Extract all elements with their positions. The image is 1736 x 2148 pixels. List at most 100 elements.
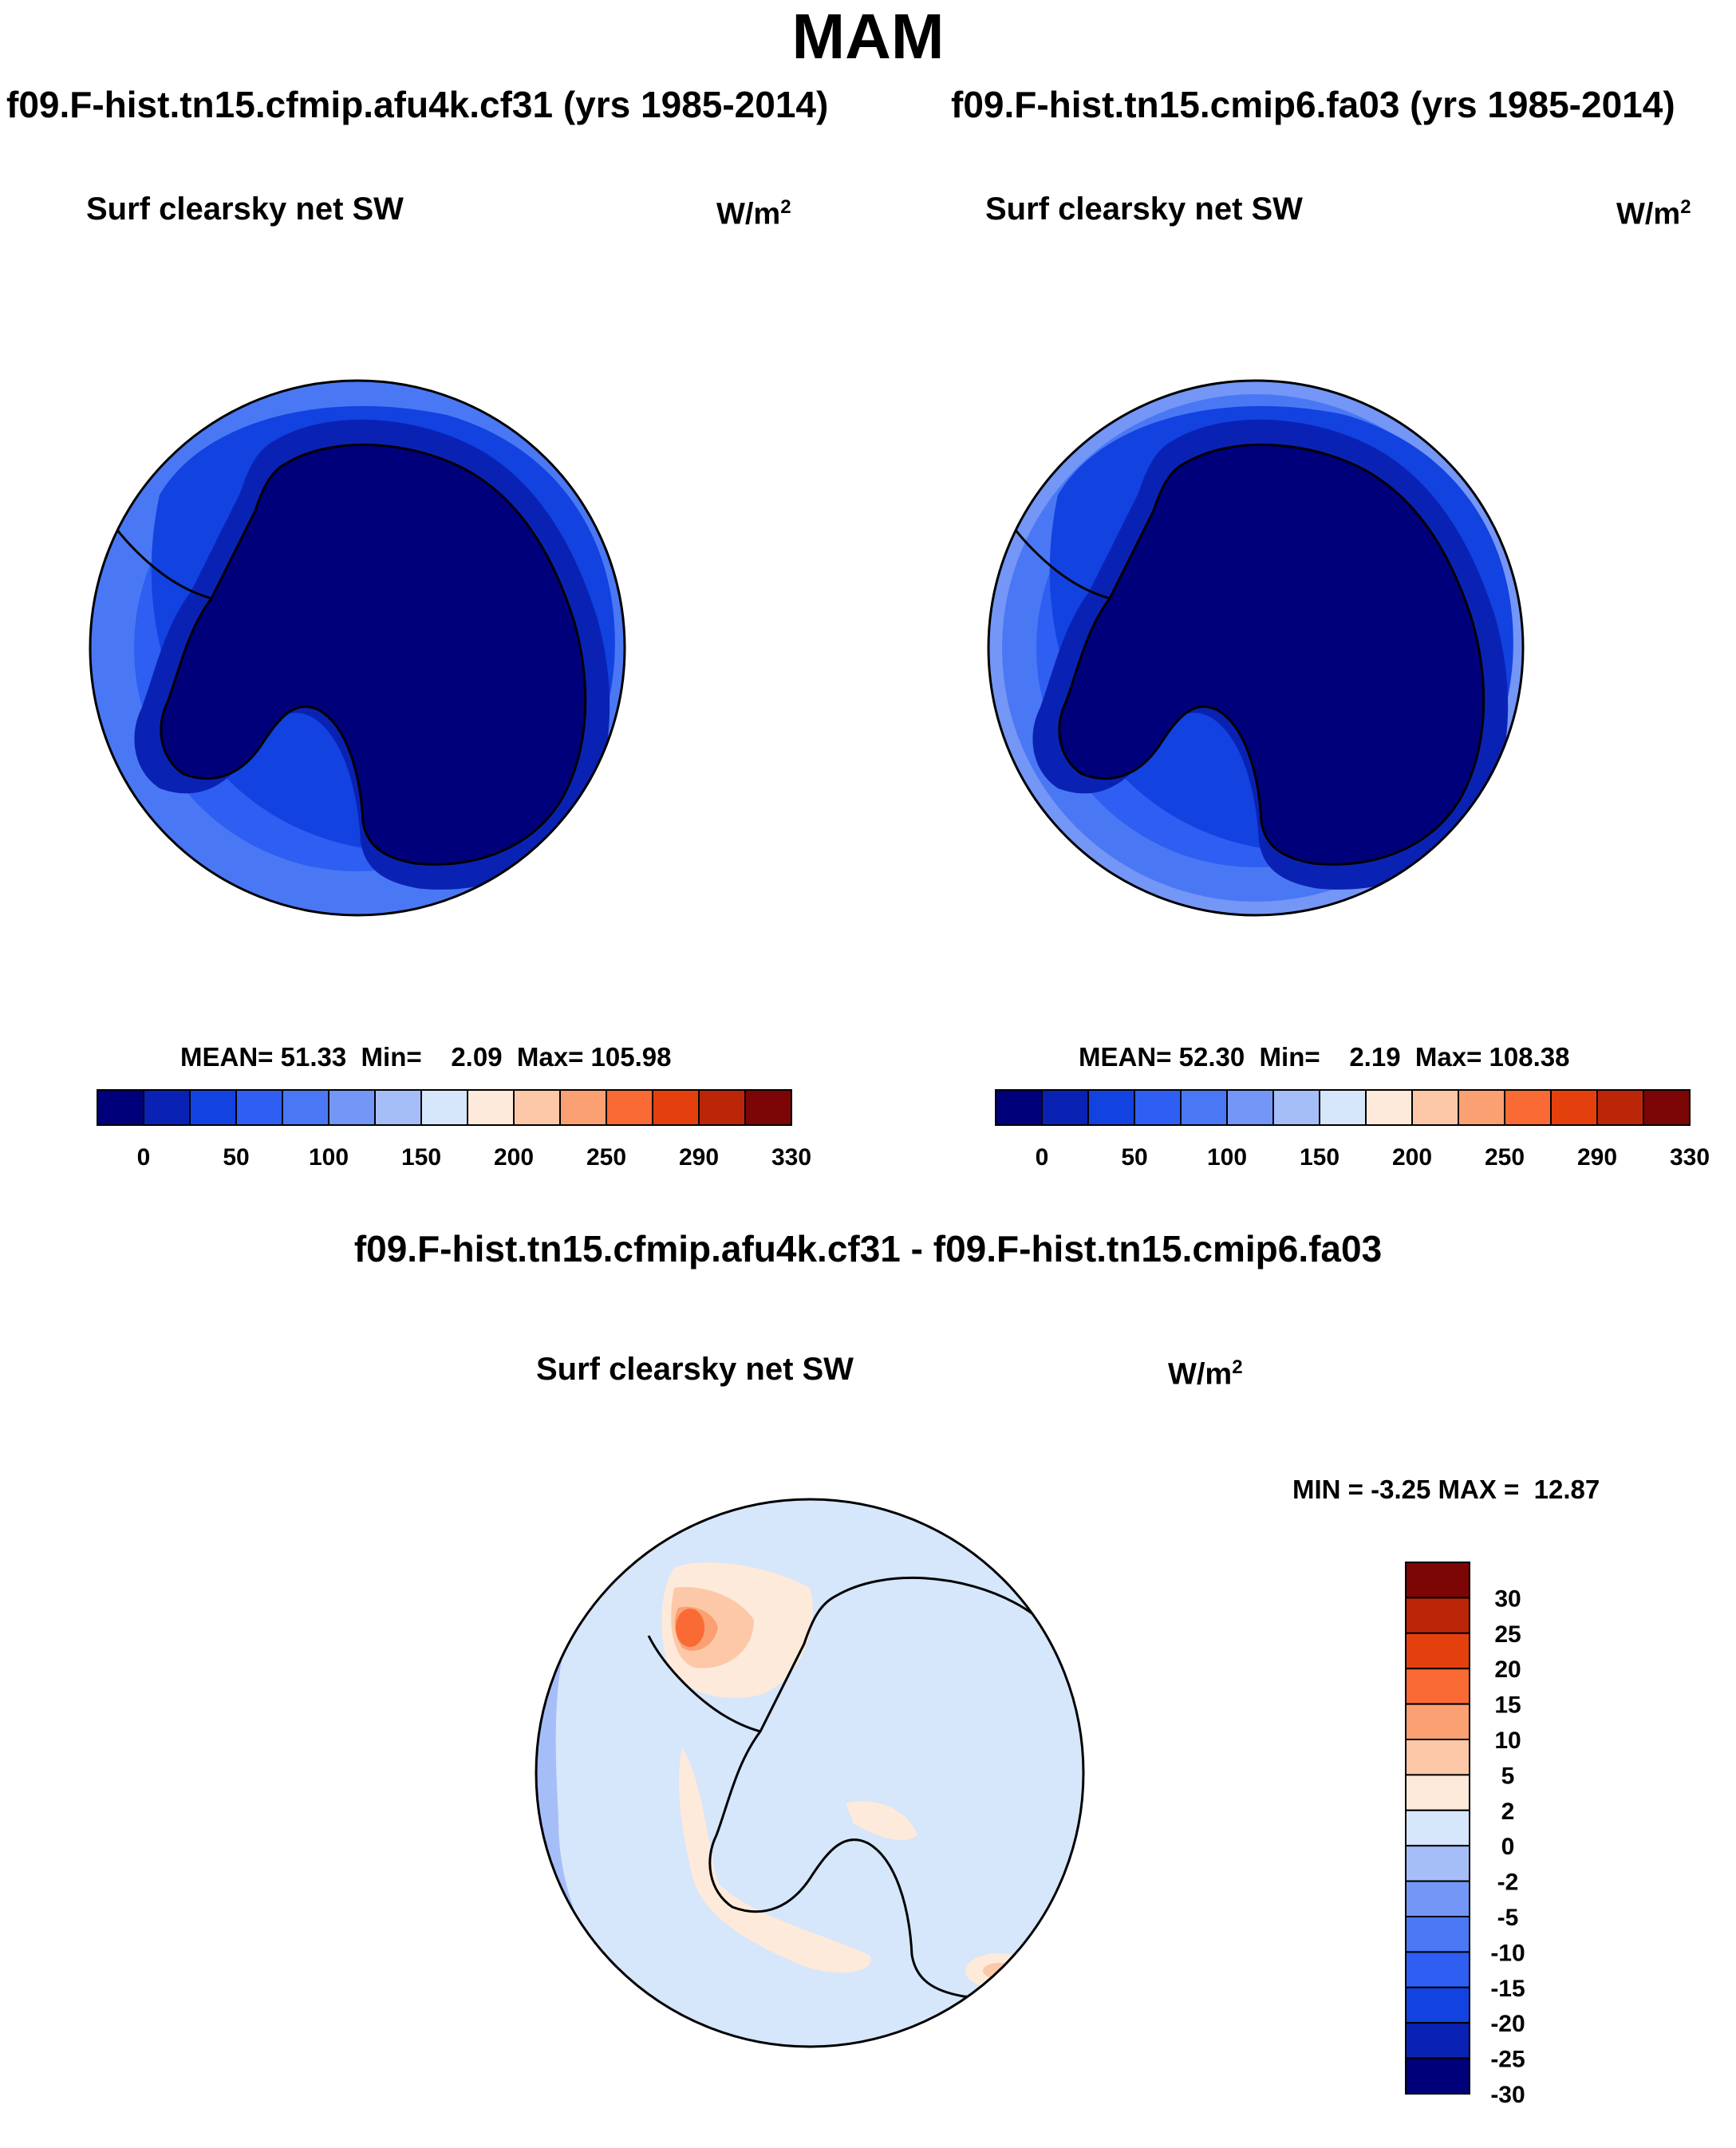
left-variable-label: Surf clearsky net SW xyxy=(86,192,404,227)
colorbar-tick-label: 20 xyxy=(1494,1656,1521,1683)
colorbar-box xyxy=(1405,2057,1470,2095)
colorbar-tick-label: 290 xyxy=(1577,1144,1617,1171)
difference-map xyxy=(535,1498,1085,2048)
colorbar-tick-label: 330 xyxy=(771,1144,811,1171)
colorbar-box xyxy=(1405,1986,1470,2024)
colorbar-box xyxy=(1405,2022,1470,2059)
right-stats: MEAN= 52.30 Min= 2.19 Max= 108.38 xyxy=(1079,1042,1570,1072)
colorbar-box xyxy=(143,1089,191,1126)
colorbar-box xyxy=(420,1089,468,1126)
diff-min-max: MIN = -3.25 MAX = 12.87 xyxy=(1292,1475,1600,1504)
left-map-border xyxy=(89,379,626,917)
colorbar-box xyxy=(235,1089,283,1126)
colorbar-box xyxy=(606,1089,653,1126)
colorbar-box xyxy=(1365,1089,1413,1126)
colorbar-box xyxy=(698,1089,746,1126)
colorbar-box xyxy=(1504,1089,1552,1126)
colorbar-box xyxy=(1405,1809,1470,1847)
colorbar-tick-label: 0 xyxy=(1036,1144,1049,1171)
right-map xyxy=(987,379,1525,917)
right-map-border xyxy=(987,379,1525,917)
diff-map-border xyxy=(535,1498,1085,2048)
colorbar-tick-label: 15 xyxy=(1494,1692,1521,1719)
colorbar-box xyxy=(1458,1089,1505,1126)
colorbar-box xyxy=(1272,1089,1320,1126)
colorbar-box xyxy=(1405,1632,1470,1670)
colorbar-box xyxy=(1411,1089,1459,1126)
colorbar-box xyxy=(467,1089,515,1126)
colorbar-tick-label: 2 xyxy=(1501,1799,1515,1825)
colorbar-box xyxy=(1405,1562,1470,1599)
colorbar-box xyxy=(995,1089,1043,1126)
diff-positive-region-west xyxy=(678,1747,871,1973)
colorbar-box xyxy=(652,1089,700,1126)
colorbar-tick-label: -2 xyxy=(1497,1870,1519,1896)
colorbar-tick-label: 200 xyxy=(494,1144,534,1171)
colorbar-tick-label: 10 xyxy=(1494,1727,1521,1754)
colorbar-box xyxy=(1405,1774,1470,1811)
colorbar-tick-label: 0 xyxy=(137,1144,151,1171)
left-case-title: f09.F-hist.tn15.cfmip.afu4k.cf31 (yrs 19… xyxy=(6,84,829,125)
colorbar-tick-label: -10 xyxy=(1490,1940,1525,1966)
colorbar-box xyxy=(97,1089,144,1126)
colorbar-box xyxy=(513,1089,561,1126)
colorbar-box xyxy=(374,1089,422,1126)
right-colorbar: 0 50 100 150 200 250 290 330 xyxy=(995,1089,1710,1171)
colorbar-tick-label: -15 xyxy=(1490,1976,1525,2002)
colorbar-box xyxy=(282,1089,329,1126)
colorbar-tick-label: 30 xyxy=(1494,1585,1521,1612)
colorbar-box xyxy=(1550,1089,1598,1126)
colorbar-box xyxy=(1405,1951,1470,1988)
colorbar-box xyxy=(1405,1739,1470,1776)
colorbar-tick-label: 250 xyxy=(586,1144,626,1171)
left-stats: MEAN= 51.33 Min= 2.09 Max= 105.98 xyxy=(180,1042,672,1072)
colorbar-tick-label: 100 xyxy=(1207,1144,1247,1171)
diff-positive-region-ross xyxy=(846,1801,917,1841)
colorbar-box xyxy=(1405,1845,1470,1882)
diff-units-label: W/m2 xyxy=(1168,1356,1243,1392)
colorbar-box xyxy=(1643,1089,1691,1126)
colorbar-box xyxy=(328,1089,376,1126)
colorbar-box xyxy=(1041,1089,1089,1126)
colorbar-tick-label: -30 xyxy=(1490,2082,1525,2108)
colorbar-box xyxy=(189,1089,237,1126)
difference-title: f09.F-hist.tn15.cfmip.afu4k.cf31 - f09.F… xyxy=(353,1228,1383,1269)
colorbar-tick-label: 250 xyxy=(1485,1144,1525,1171)
colorbar-tick-label: -20 xyxy=(1490,2011,1525,2037)
colorbar-tick-label: 0 xyxy=(1501,1834,1515,1860)
left-colorbar: 0 50 100 150 200 250 290 330 xyxy=(97,1089,811,1171)
figure-title: MAM xyxy=(791,1,945,72)
colorbar-box xyxy=(1405,1880,1470,1918)
right-case-title: f09.F-hist.tn15.cmip6.fa03 (yrs 1985-201… xyxy=(951,84,1675,125)
left-map xyxy=(89,379,626,917)
colorbar-tick-label: 50 xyxy=(1121,1144,1147,1171)
colorbar-box xyxy=(1405,1916,1470,1953)
colorbar-tick-label: 290 xyxy=(679,1144,719,1171)
colorbar-tick-label: 5 xyxy=(1501,1763,1515,1789)
colorbar-box xyxy=(1405,1703,1470,1741)
colorbar-tick-label: -25 xyxy=(1490,2047,1525,2073)
colorbar-box xyxy=(1226,1089,1274,1126)
colorbar-box xyxy=(1134,1089,1182,1126)
colorbar-tick-label: 100 xyxy=(309,1144,349,1171)
colorbar-tick-label: 150 xyxy=(401,1144,441,1171)
diff-variable-label: Surf clearsky net SW xyxy=(536,1352,854,1387)
diff-positive-region-max xyxy=(676,1609,704,1647)
colorbar-tick-label: 150 xyxy=(1300,1144,1339,1171)
colorbar-tick-label: 50 xyxy=(223,1144,249,1171)
colorbar-tick-label: 330 xyxy=(1670,1144,1710,1171)
colorbar-box xyxy=(1405,1597,1470,1634)
colorbar-box xyxy=(744,1089,792,1126)
right-variable-label: Surf clearsky net SW xyxy=(985,192,1303,227)
right-units-label: W/m2 xyxy=(1616,196,1691,231)
colorbar-box xyxy=(1596,1089,1644,1126)
colorbar-tick-label: 25 xyxy=(1494,1621,1521,1648)
colorbar-tick-label: -5 xyxy=(1497,1905,1519,1931)
colorbar-box xyxy=(1405,1668,1470,1705)
colorbar-box xyxy=(1087,1089,1135,1126)
left-units-label: W/m2 xyxy=(716,196,791,231)
colorbar-box xyxy=(559,1089,607,1126)
colorbar-tick-label: 200 xyxy=(1392,1144,1432,1171)
